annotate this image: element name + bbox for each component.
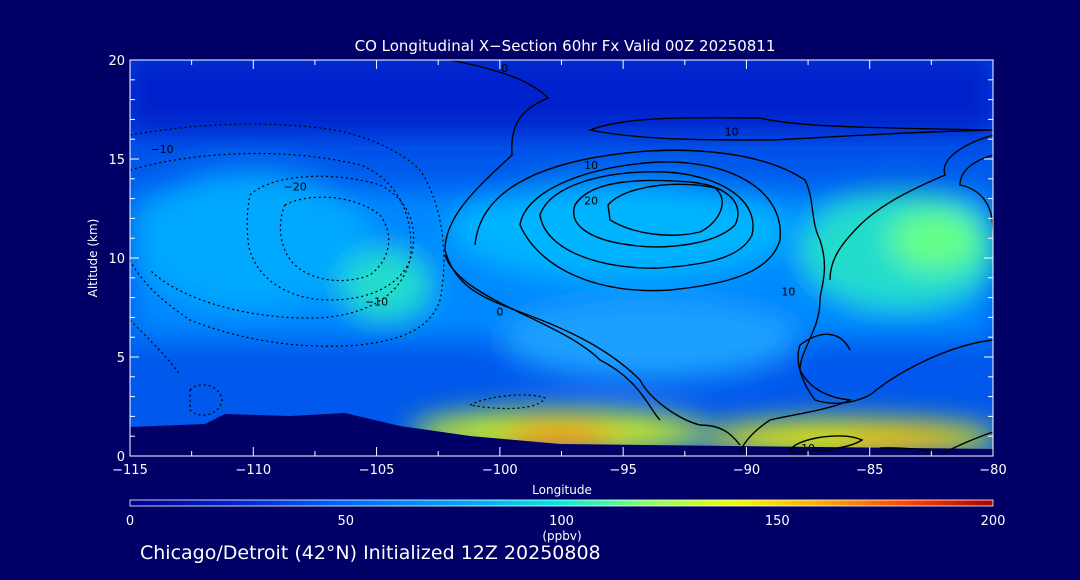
contour-zero [444,60,741,446]
colorbar-ticks: 0 50 100 150 200 [126,514,1006,529]
contour-label: −10 [365,296,388,309]
x-tick-label: −90 [733,463,760,478]
x-tick-label: −105 [359,463,395,478]
chart-title: CO Longitudinal X−Section 60hr Fx Valid … [355,37,776,55]
y-axis: 0 5 10 15 20 [108,54,993,465]
x-tick-label: −110 [235,463,271,478]
colorbar-tick-label: 50 [337,514,354,529]
contour-pos10-b [474,149,826,301]
contour-label: 10 [584,159,598,172]
contour-east-d [739,299,853,453]
contour-pos40 [573,179,739,248]
contour-neg20 [246,175,415,301]
contour-label: −10 [150,143,173,156]
y-tick-label: 10 [108,252,125,267]
contour-neg10-b [130,152,412,319]
x-axis: −115 −110 −105 −100 −95 −90 −85 −80 [112,60,1007,478]
contour-neg10-a [130,123,445,347]
field-central-plume [450,180,790,280]
x-tick-label: −85 [856,463,883,478]
y-tick-label: 20 [108,54,125,69]
contour-pos30 [539,171,754,269]
contour-east-c [797,333,993,404]
contour-label: −20 [284,181,307,194]
colorbar-tick-label: 200 [981,514,1006,529]
colorbar [129,499,994,507]
contour-label: 0 [501,62,508,75]
contour-neg-mid [468,394,546,410]
terrain-mask [130,413,993,456]
x-tick-label: −115 [112,463,148,478]
contour-pos50 [607,183,723,236]
concentration-field [130,60,993,456]
colorbar-units: (ppbv) [542,529,581,543]
field-west-core [340,250,430,320]
contour-neg-west [130,319,181,376]
field-upper-band [130,60,993,135]
contour-east-b [959,154,993,231]
y-tick-label: 0 [117,450,125,465]
contour-label: 20 [584,195,598,208]
contour-label: 10 [725,125,739,138]
x-tick-label: −100 [482,463,518,478]
contour-east-e [879,431,993,453]
y-tick-label: 5 [117,351,125,366]
x-tick-label: −95 [609,463,636,478]
contour-labels: 0 −10 −20 −10 10 10 20 0 10 10 [150,62,815,455]
contour-label: 10 [801,442,815,455]
y-tick-label: 15 [108,153,125,168]
x-axis-label: Longitude [532,483,592,497]
footer-caption: Chicago/Detroit (42°N) Initialized 12Z 2… [140,542,601,564]
contour-low-10 [789,435,864,453]
y-axis-label: Altitude (km) [86,219,100,298]
contour-east-a [829,134,993,281]
colorbar-tick-label: 0 [126,514,134,529]
contour-neg-small [189,384,223,416]
contour-pos20 [519,161,781,292]
contour-label: 10 [781,286,795,299]
colorbar-tick-label: 150 [765,514,790,529]
contour-label: 0 [496,305,503,318]
field-central-lower [500,300,800,380]
field-west-plume [130,170,370,310]
x-tick-label: −80 [979,463,1006,478]
colorbar-tick-label: 100 [549,514,574,529]
contour-pos10-c [444,254,661,421]
field-east-core [890,210,980,270]
